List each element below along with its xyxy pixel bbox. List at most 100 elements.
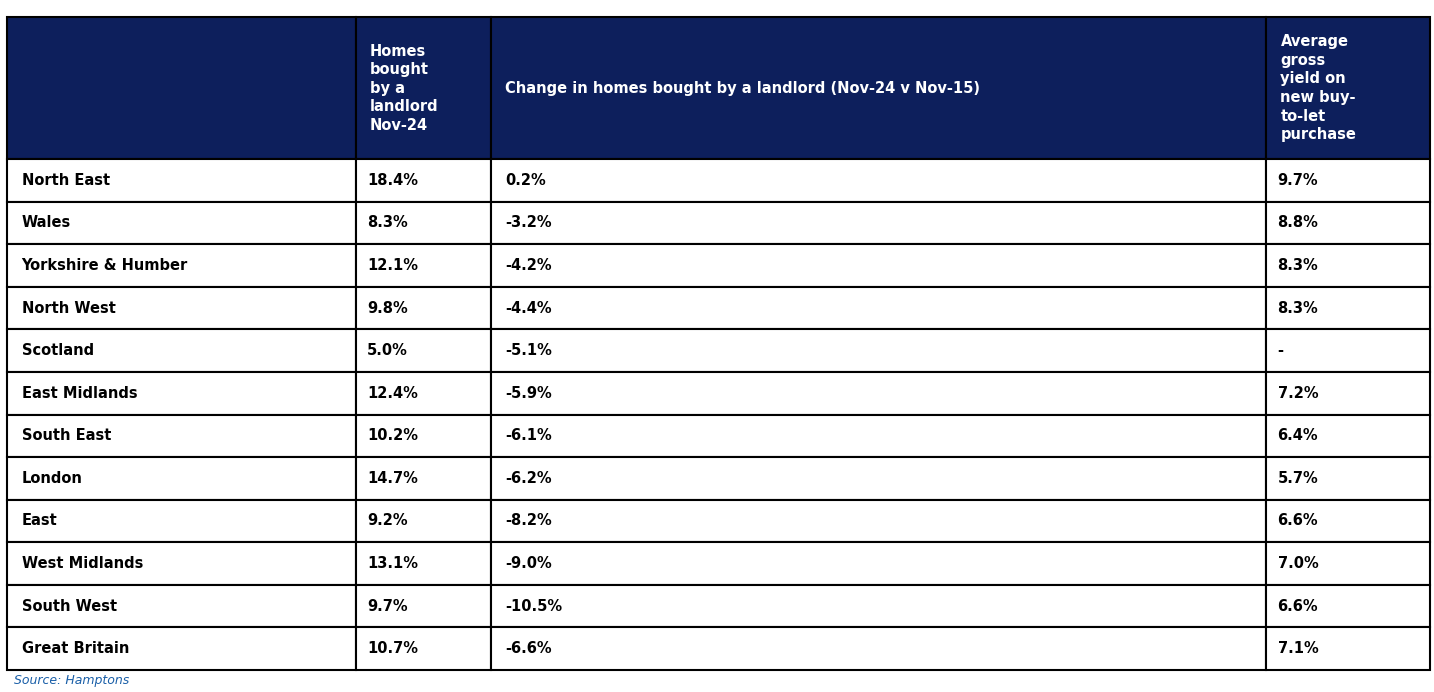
Bar [7,17,356,159]
Bar [490,202,1266,244]
Text: 18.4%: 18.4% [367,173,419,188]
Text: 5.0%: 5.0% [367,343,409,358]
Text: North West: North West [22,300,115,316]
Bar [1266,627,1430,670]
Bar [1266,543,1430,585]
Bar [356,627,490,670]
Bar [356,500,490,543]
Bar [490,457,1266,500]
Bar [356,17,490,159]
Text: -6.1%: -6.1% [505,428,552,444]
Bar [356,415,490,457]
Text: 8.3%: 8.3% [1278,258,1318,273]
Bar [1266,329,1430,372]
Text: West Midlands: West Midlands [22,556,143,571]
Text: South West: South West [22,599,116,614]
Bar [1266,159,1430,202]
Bar [7,372,356,415]
Bar [356,543,490,585]
Text: -4.4%: -4.4% [505,300,552,316]
Text: -8.2%: -8.2% [505,513,552,529]
Text: 6.4%: 6.4% [1278,428,1318,444]
Bar [490,543,1266,585]
Text: Wales: Wales [22,215,70,230]
Text: East: East [22,513,57,529]
Text: -10.5%: -10.5% [505,599,562,614]
Text: 7.2%: 7.2% [1278,385,1318,401]
Text: 9.8%: 9.8% [367,300,407,316]
Text: 8.3%: 8.3% [367,215,407,230]
Bar [1266,202,1430,244]
Bar [1266,286,1430,329]
Bar [490,286,1266,329]
Bar [7,543,356,585]
Text: 0.2%: 0.2% [505,173,546,188]
Text: -6.6%: -6.6% [505,641,552,656]
Bar [356,202,490,244]
Bar [1266,17,1430,159]
Text: Change in homes bought by a landlord (Nov-24 v Nov-15): Change in homes bought by a landlord (No… [505,81,981,95]
Bar [356,457,490,500]
Bar [490,500,1266,543]
Bar [356,286,490,329]
Bar [490,329,1266,372]
Bar [1266,244,1430,286]
Bar [1266,372,1430,415]
Text: -6.2%: -6.2% [505,471,552,486]
Text: -5.9%: -5.9% [505,385,552,401]
Bar [1266,415,1430,457]
Text: 9.2%: 9.2% [367,513,407,529]
Text: 8.3%: 8.3% [1278,300,1318,316]
Text: 7.1%: 7.1% [1278,641,1318,656]
Bar [490,244,1266,286]
Bar [356,372,490,415]
Bar [7,329,356,372]
Bar [490,415,1266,457]
Bar [490,372,1266,415]
Text: 9.7%: 9.7% [1278,173,1318,188]
Text: 12.1%: 12.1% [367,258,419,273]
Text: 12.4%: 12.4% [367,385,419,401]
Text: Great Britain: Great Britain [22,641,129,656]
Bar [490,17,1266,159]
Text: 10.2%: 10.2% [367,428,419,444]
Text: 7.0%: 7.0% [1278,556,1318,571]
Text: 5.7%: 5.7% [1278,471,1318,486]
Text: Homes
bought
by a
landlord
Nov-24: Homes bought by a landlord Nov-24 [370,44,439,133]
Text: 13.1%: 13.1% [367,556,419,571]
Bar [1266,500,1430,543]
Text: -9.0%: -9.0% [505,556,552,571]
Bar [1266,585,1430,627]
Text: London: London [22,471,82,486]
Text: East Midlands: East Midlands [22,385,138,401]
Bar [7,286,356,329]
Text: South East: South East [22,428,110,444]
Text: 6.6%: 6.6% [1278,599,1318,614]
Bar [356,329,490,372]
Bar [7,415,356,457]
Bar [7,500,356,543]
Bar [7,202,356,244]
Text: -5.1%: -5.1% [505,343,552,358]
Bar [1266,457,1430,500]
Text: -: - [1278,343,1283,358]
Text: 6.6%: 6.6% [1278,513,1318,529]
Bar [490,585,1266,627]
Text: Average
gross
yield on
new buy-
to-let
purchase: Average gross yield on new buy- to-let p… [1281,34,1357,143]
Text: -3.2%: -3.2% [505,215,552,230]
Text: 9.7%: 9.7% [367,599,407,614]
Bar [7,159,356,202]
Text: 14.7%: 14.7% [367,471,419,486]
Bar [7,457,356,500]
Bar [490,159,1266,202]
Text: Scotland: Scotland [22,343,93,358]
Bar [356,244,490,286]
Text: Yorkshire & Humber: Yorkshire & Humber [22,258,188,273]
Bar [356,159,490,202]
Text: North East: North East [22,173,109,188]
Bar [7,585,356,627]
Bar [7,244,356,286]
Text: -4.2%: -4.2% [505,258,552,273]
Text: Source: Hamptons: Source: Hamptons [14,674,129,687]
Bar [356,585,490,627]
